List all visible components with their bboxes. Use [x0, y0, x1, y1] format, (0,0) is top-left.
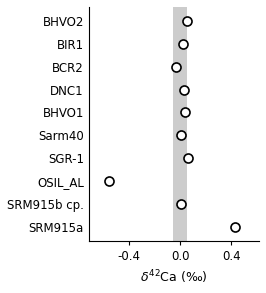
Bar — [173, 7, 187, 241]
X-axis label: $\delta^{42}$Ca (‰): $\delta^{42}$Ca (‰) — [140, 268, 208, 286]
